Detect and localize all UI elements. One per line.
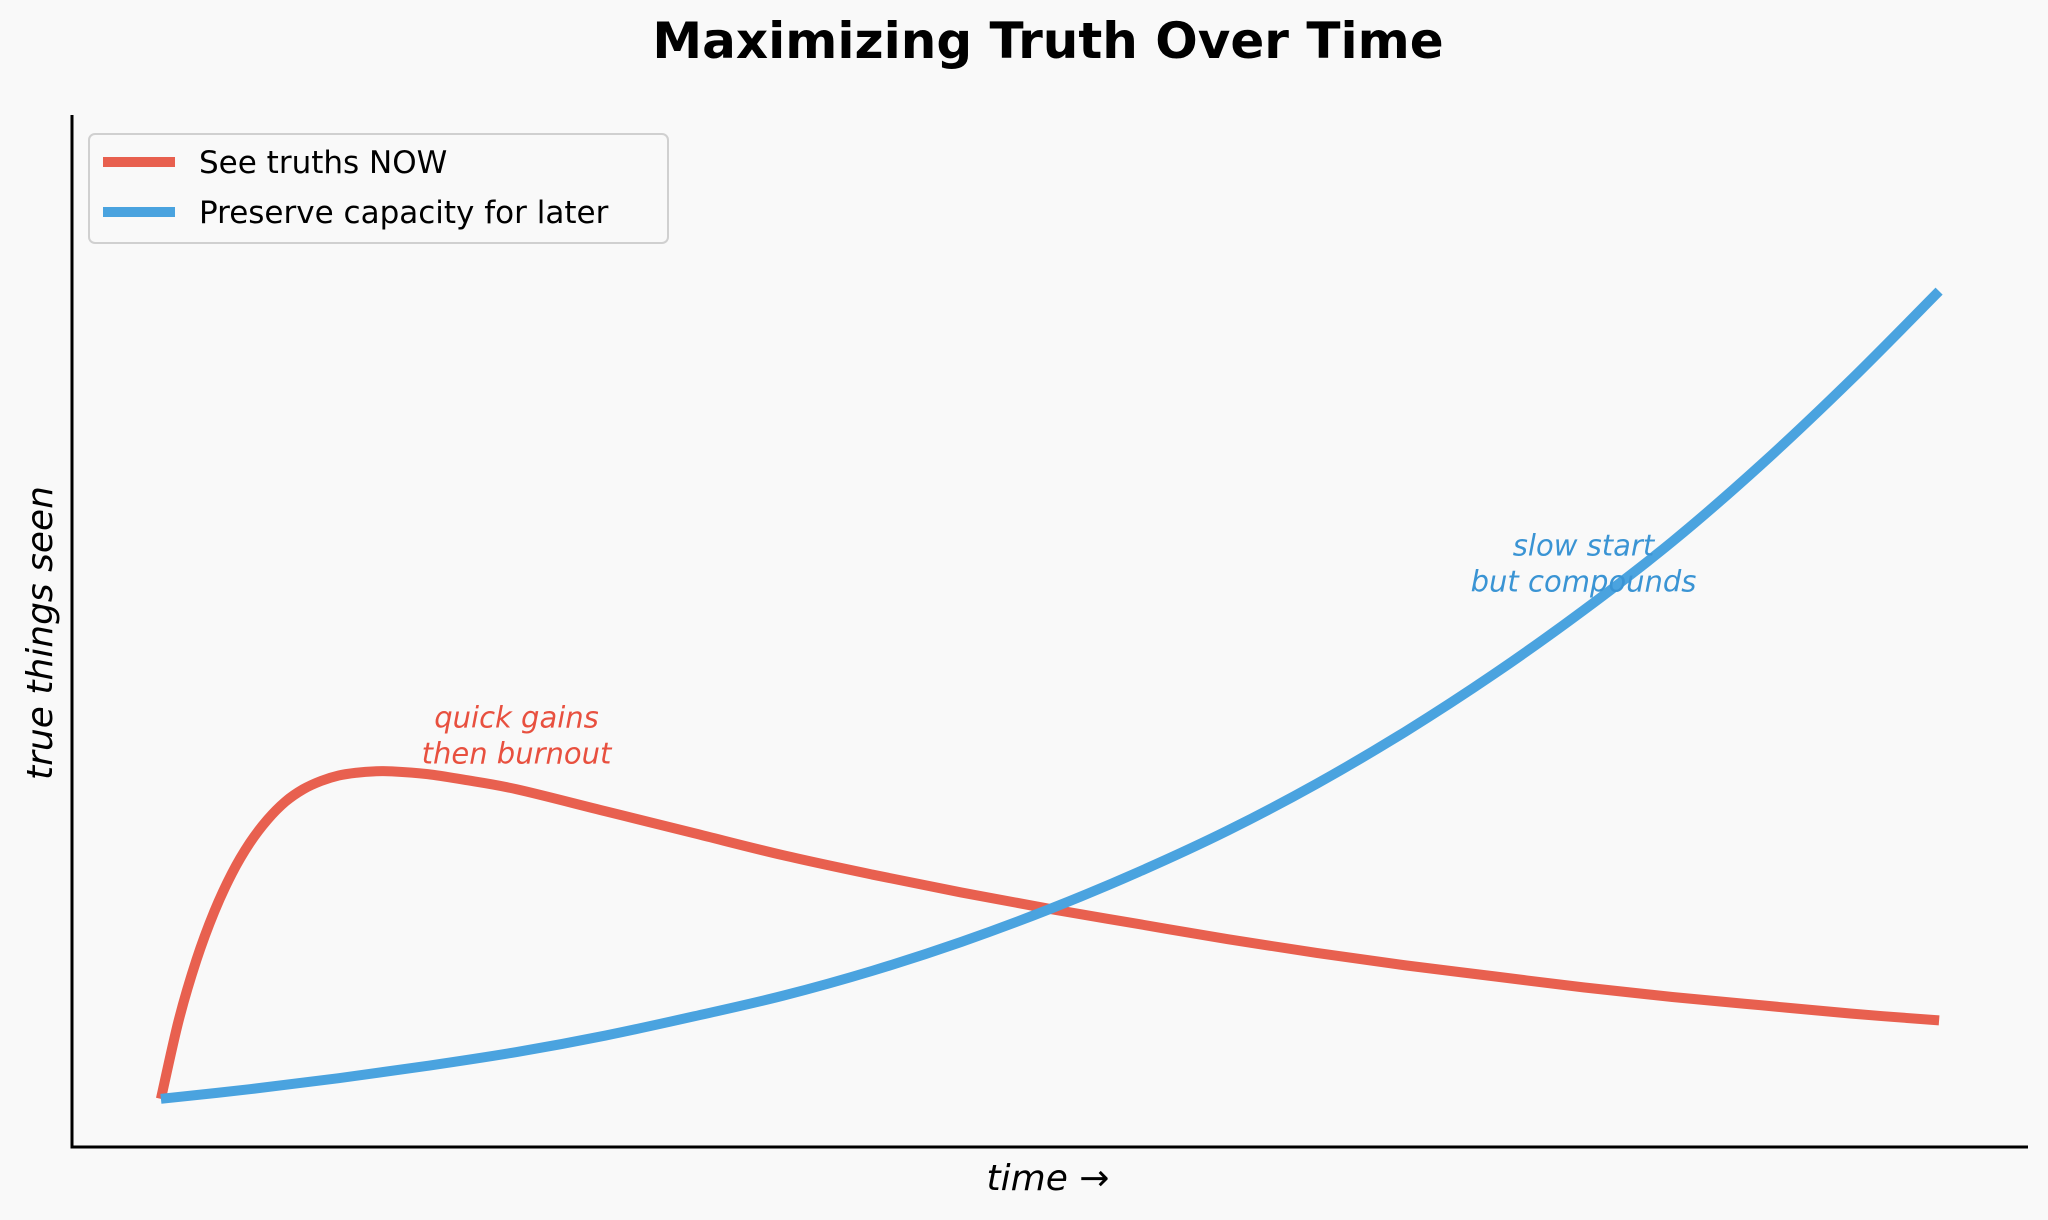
legend-label-see-truths-now: See truths NOW	[199, 145, 447, 181]
annotation-0: quick gains then burnout	[422, 700, 613, 770]
annotation-0-line-1: then burnout	[422, 736, 613, 770]
annotation-1-line-0: slow start	[1513, 528, 1656, 562]
legend: See truths NOW Preserve capacity for lat…	[88, 133, 669, 244]
legend-label-preserve-capacity: Preserve capacity for later	[199, 195, 609, 231]
legend-box	[88, 133, 669, 244]
annotation-1-line-1: but compounds	[1471, 564, 1697, 598]
series-line-0	[156, 766, 1940, 1100]
series-layer	[156, 287, 1943, 1104]
annotation-1: slow start but compounds	[1471, 528, 1697, 598]
chart-title: Maximizing Truth Over Time	[652, 12, 1443, 70]
x-axis-label: time →	[987, 1158, 1110, 1199]
annotation-0-line-0: quick gains	[434, 700, 599, 734]
series-line-1	[160, 287, 1943, 1104]
axes	[70, 115, 2028, 1149]
annotation-layer: quick gains then burnout slow start but com…	[422, 528, 1697, 770]
y-axis-label: true things seen	[20, 486, 61, 780]
